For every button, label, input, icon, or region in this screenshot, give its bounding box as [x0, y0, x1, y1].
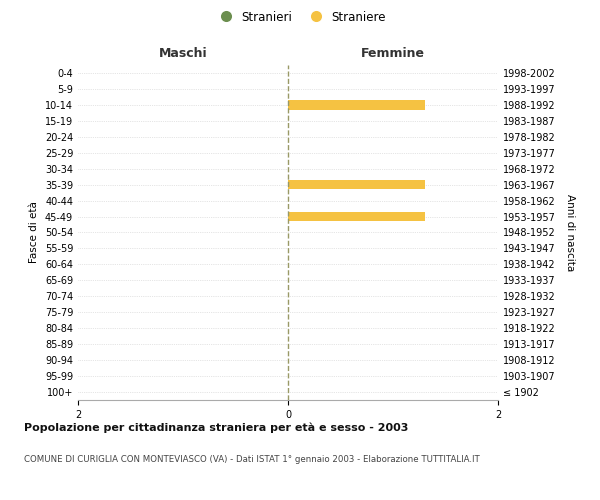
- Text: Popolazione per cittadinanza straniera per età e sesso - 2003: Popolazione per cittadinanza straniera p…: [24, 422, 409, 433]
- Bar: [288, 212, 425, 222]
- Y-axis label: Anni di nascita: Anni di nascita: [565, 194, 575, 271]
- Text: COMUNE DI CURIGLIA CON MONTEVIASCO (VA) - Dati ISTAT 1° gennaio 2003 - Elaborazi: COMUNE DI CURIGLIA CON MONTEVIASCO (VA) …: [24, 455, 480, 464]
- Bar: [288, 100, 425, 110]
- Text: Femmine: Femmine: [361, 47, 425, 60]
- Legend: Stranieri, Straniere: Stranieri, Straniere: [209, 6, 391, 28]
- Text: Maschi: Maschi: [158, 47, 208, 60]
- Y-axis label: Fasce di età: Fasce di età: [29, 202, 39, 264]
- Bar: [288, 180, 425, 190]
